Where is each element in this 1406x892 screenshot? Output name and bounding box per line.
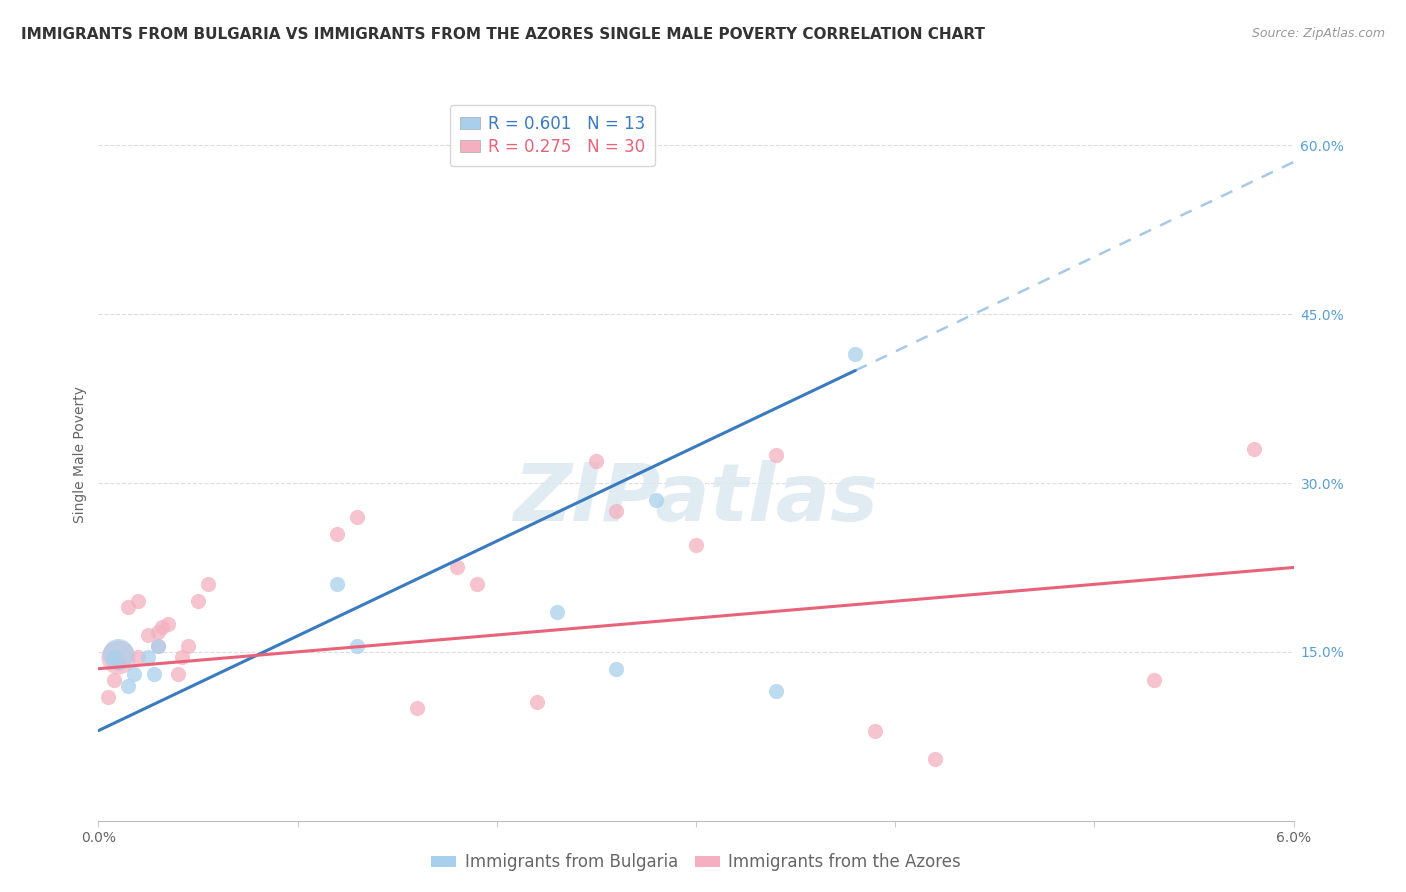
Point <box>546 606 568 620</box>
Point <box>127 594 149 608</box>
Point <box>924 752 946 766</box>
Y-axis label: Single Male Poverty: Single Male Poverty <box>73 386 87 524</box>
Point <box>157 616 180 631</box>
Point <box>685 538 707 552</box>
Point <box>465 577 488 591</box>
Point <box>150 620 173 634</box>
Point <box>136 650 159 665</box>
Point <box>107 647 129 661</box>
Text: IMMIGRANTS FROM BULGARIA VS IMMIGRANTS FROM THE AZORES SINGLE MALE POVERTY CORRE: IMMIGRANTS FROM BULGARIA VS IMMIGRANTS F… <box>21 27 986 42</box>
Point <box>148 639 170 653</box>
Point <box>645 492 668 507</box>
Point <box>97 690 120 704</box>
Point <box>765 684 787 698</box>
Point <box>844 346 866 360</box>
Point <box>167 667 190 681</box>
Point <box>107 656 129 670</box>
Legend: Immigrants from Bulgaria, Immigrants from the Azores: Immigrants from Bulgaria, Immigrants fro… <box>425 847 967 878</box>
Point <box>148 624 170 639</box>
Point <box>107 650 129 665</box>
Point <box>346 509 368 524</box>
Text: Source: ZipAtlas.com: Source: ZipAtlas.com <box>1251 27 1385 40</box>
Point <box>605 662 627 676</box>
Point <box>1143 673 1166 687</box>
Point <box>346 639 368 653</box>
Point <box>863 723 887 738</box>
Point <box>148 639 170 653</box>
Point <box>143 667 166 681</box>
Point <box>117 599 139 614</box>
Point <box>187 594 209 608</box>
Text: ZIPatlas: ZIPatlas <box>513 459 879 538</box>
Point <box>127 650 149 665</box>
Point <box>1243 442 1265 457</box>
Point <box>406 701 429 715</box>
Point <box>103 650 125 665</box>
Point <box>117 679 139 693</box>
Point <box>326 577 349 591</box>
Point <box>605 504 627 518</box>
Point <box>124 667 146 681</box>
Point <box>765 448 787 462</box>
Point <box>526 696 548 710</box>
Point <box>585 453 607 467</box>
Point <box>177 639 200 653</box>
Point <box>326 526 349 541</box>
Point <box>446 560 468 574</box>
Point <box>197 577 219 591</box>
Point <box>103 673 125 687</box>
Point <box>136 628 159 642</box>
Point <box>172 650 194 665</box>
